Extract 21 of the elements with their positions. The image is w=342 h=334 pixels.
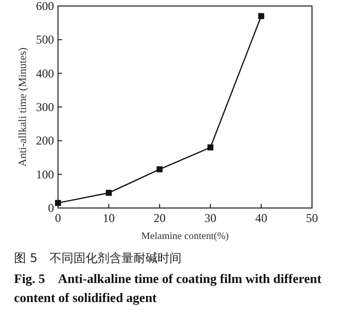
y-tick-label: 300: [36, 100, 54, 114]
y-axis-title: Anti-allkali time (Minutes): [17, 47, 29, 167]
text: 图 5 不同固化剂含量耐碱时间: [14, 251, 182, 265]
y-tick-label: 600: [36, 0, 54, 13]
y-tick-label: 100: [36, 167, 54, 182]
x-tick-label: 30: [204, 211, 216, 225]
point: [55, 200, 61, 206]
text: Fig. 5 Anti-alkaline time of coating film with different content of solidified agent: [14, 271, 322, 305]
x-tick-label: 20: [154, 211, 166, 225]
point: [106, 190, 112, 196]
y-tick-label: 200: [36, 134, 54, 148]
x-tick-label: 50: [306, 211, 318, 225]
y-tick-label: 400: [36, 66, 54, 80]
x-tick-label: 10: [102, 211, 115, 225]
x-tick-label: 40: [255, 211, 268, 225]
x-axis-title: Melamine content(%): [141, 231, 229, 242]
point: [258, 13, 264, 20]
point: [156, 166, 163, 172]
point: [207, 144, 214, 150]
y-tick-label: 0: [48, 201, 54, 215]
y-tick-label: 500: [36, 32, 54, 47]
